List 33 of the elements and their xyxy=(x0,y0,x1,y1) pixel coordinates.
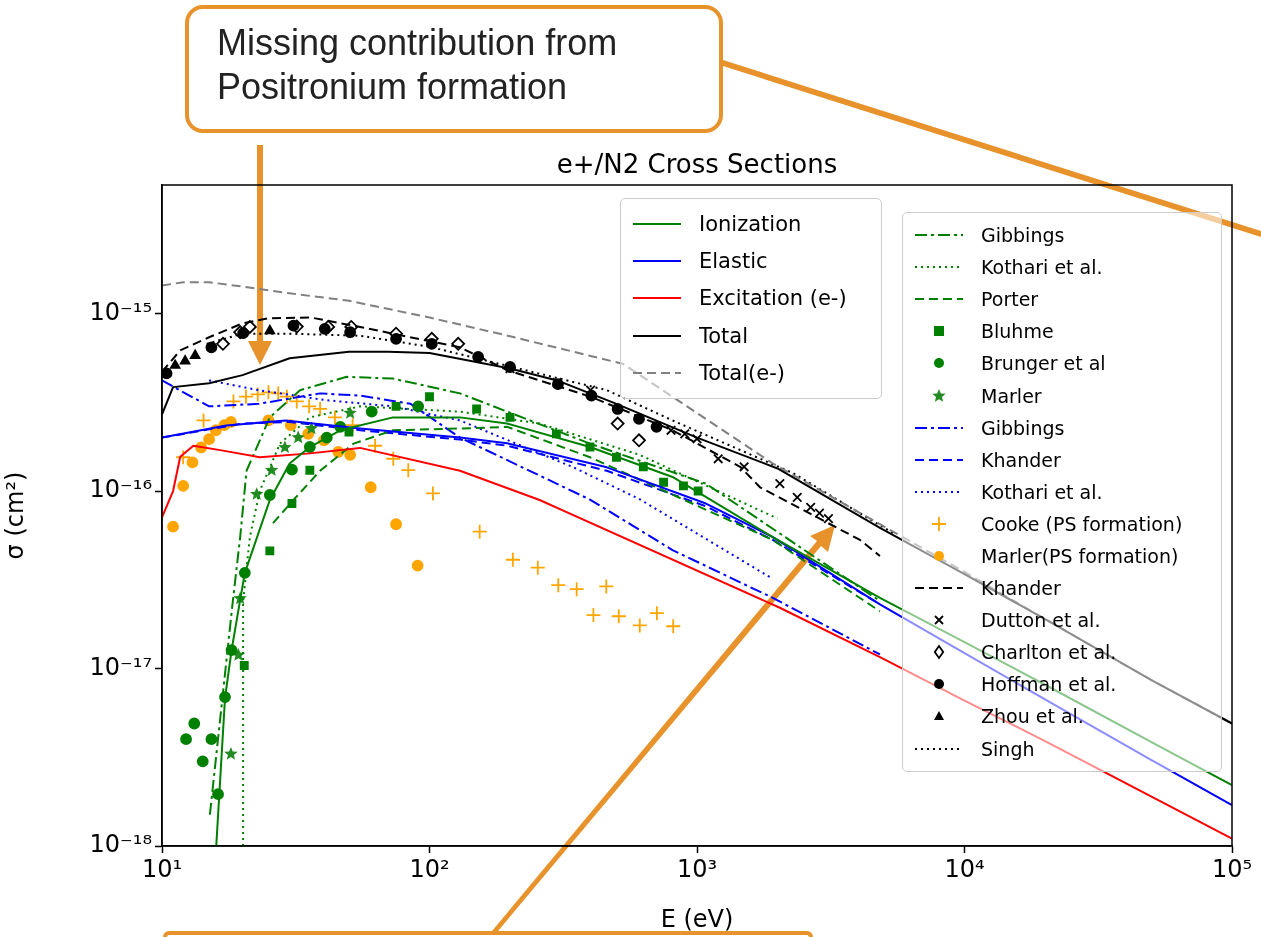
x-tick-label: 10⁴ xyxy=(944,854,985,883)
legend-label: Kothari et al. xyxy=(981,256,1103,279)
legend-label: Excitation (e-) xyxy=(699,286,847,311)
legend-label: Singh xyxy=(981,737,1035,760)
y-tick-label: 10⁻¹⁶ xyxy=(89,475,152,504)
text: Missing contribution from Positronium formation xyxy=(217,21,619,109)
y-tick-label: 10⁻¹⁵ xyxy=(89,297,152,326)
x-tick-label: 10³ xyxy=(676,854,718,883)
legend-label: Dutton et al. xyxy=(981,609,1101,632)
legend-label: Zhou et al. xyxy=(981,705,1084,728)
x-tick-label: 10⁵ xyxy=(1211,854,1253,883)
legend-label: Cooke (PS formation) xyxy=(981,512,1183,535)
legend-label: Elastic xyxy=(699,249,768,274)
legend-label: Marler xyxy=(981,384,1042,407)
x-tick-label: 10² xyxy=(409,854,450,883)
y-axis-title: σ (cm²) xyxy=(0,471,29,560)
legend-label: Brunger et al xyxy=(981,352,1106,375)
legend-label: Gibbings xyxy=(981,224,1065,247)
legend-label: Total xyxy=(699,323,749,348)
legend-label: Hoffman et al. xyxy=(981,673,1117,696)
legend-label: Kothari et al. xyxy=(981,480,1103,503)
legend-label: Porter xyxy=(981,288,1039,311)
legend-label: Total(e-) xyxy=(699,361,785,386)
legend-label: Ionization xyxy=(699,211,802,236)
legend-label: Gibbings xyxy=(981,416,1065,439)
legend-label: Charlton et al. xyxy=(981,641,1117,664)
legend-label: Khander xyxy=(981,577,1061,600)
y-tick-label: 10⁻¹⁷ xyxy=(89,652,152,681)
legend-label: Khander xyxy=(981,448,1061,471)
x-axis-title: E (eV) xyxy=(660,904,734,933)
legend-label: Marler(PS formation) xyxy=(981,544,1179,567)
legend-label: Bluhme xyxy=(981,320,1054,343)
chart-title: e+/N2 Cross Sections xyxy=(556,149,838,179)
